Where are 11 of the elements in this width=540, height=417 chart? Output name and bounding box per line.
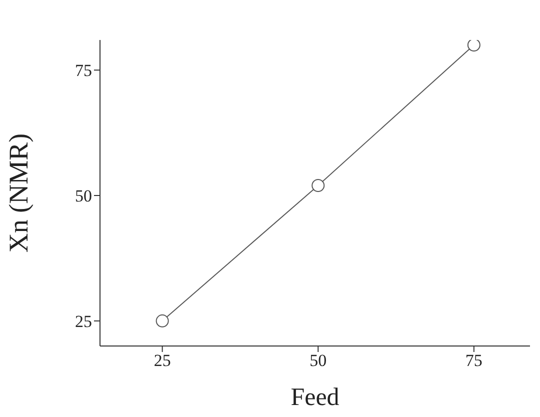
x-tick-label: 75 bbox=[465, 351, 482, 370]
y-axis-title: Xn (NMR) bbox=[4, 133, 34, 253]
x-axis-title: Feed bbox=[290, 384, 340, 411]
y-tick-label: 75 bbox=[75, 61, 92, 80]
point bbox=[467, 40, 480, 52]
y-tick-label: 50 bbox=[75, 186, 92, 206]
x-tick-label: 50 bbox=[310, 351, 327, 370]
y-tick-label: 25 bbox=[75, 312, 92, 331]
point bbox=[156, 314, 169, 328]
point bbox=[312, 178, 325, 192]
x-tick-label: 25 bbox=[154, 351, 171, 370]
